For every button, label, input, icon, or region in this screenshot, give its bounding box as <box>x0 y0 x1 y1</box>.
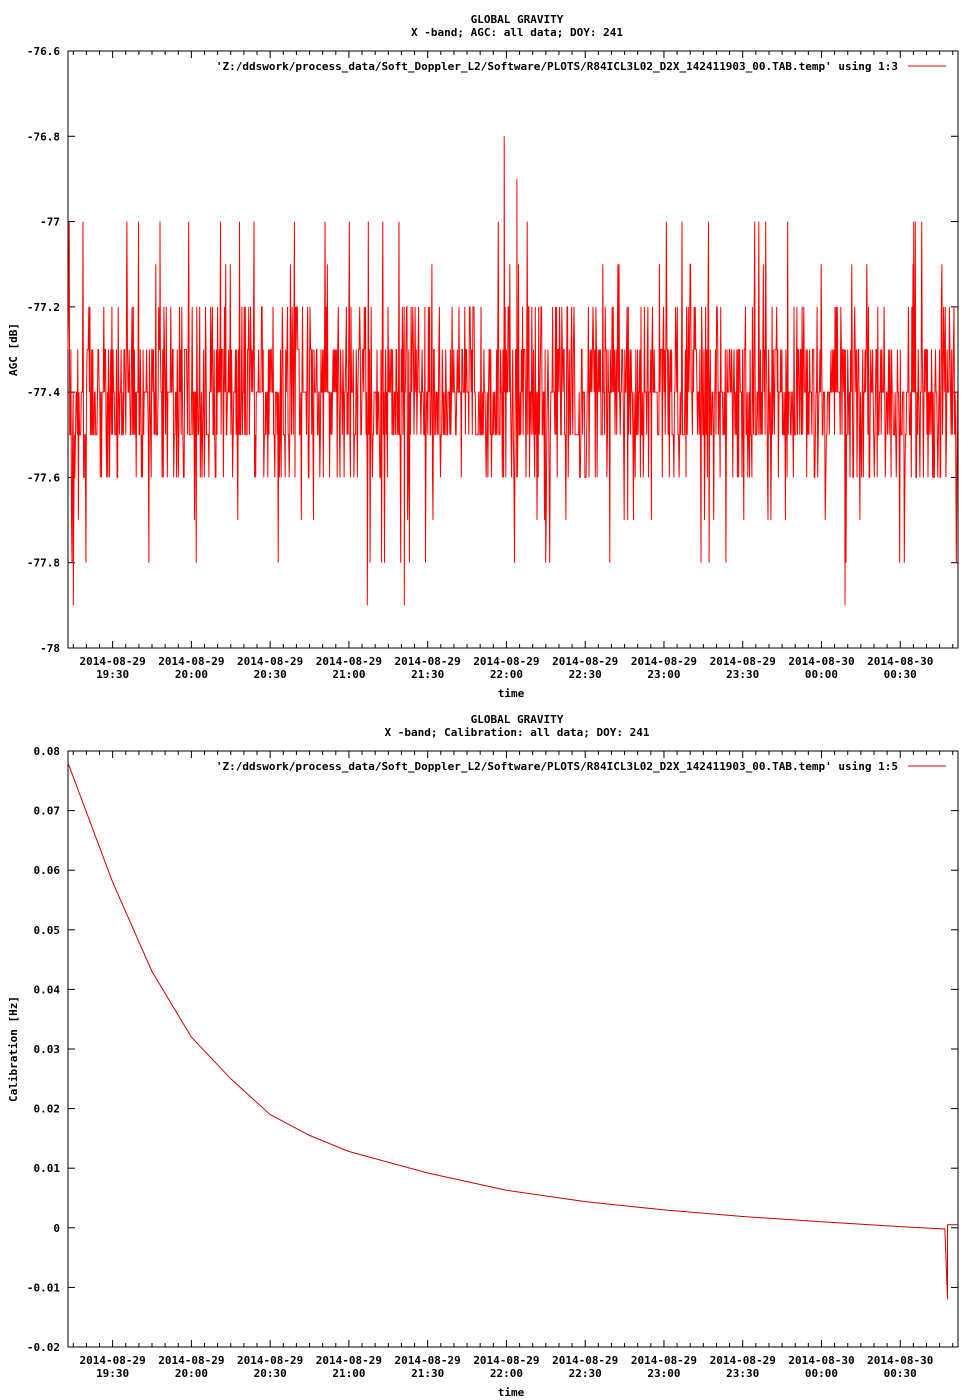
x-axis-label: time <box>498 1386 525 1399</box>
x-tick-time-label: 20:00 <box>175 668 208 681</box>
x-tick-date-label: 2014-08-29 <box>158 655 224 668</box>
x-tick-date-label: 2014-08-29 <box>473 1354 539 1367</box>
series-line <box>67 762 958 1300</box>
y-tick-label: -76.6 <box>27 45 60 58</box>
chart-subtitle: X -band; AGC: all data; DOY: 241 <box>411 26 623 39</box>
x-tick-date-label: 2014-08-29 <box>237 655 303 668</box>
y-tick-label: -77.6 <box>27 471 60 484</box>
x-tick-time-label: 20:30 <box>254 1367 287 1380</box>
x-tick-time-label: 21:30 <box>411 1367 444 1380</box>
x-tick-date-label: 2014-08-29 <box>552 1354 618 1367</box>
chart-subtitle: X -band; Calibration: all data; DOY: 241 <box>385 726 650 739</box>
chart-title: GLOBAL GRAVITY <box>471 713 564 726</box>
y-axis-label: AGC [dB] <box>7 323 20 376</box>
plot-frame <box>67 750 959 1348</box>
y-tick-label: 0 <box>53 1222 60 1235</box>
x-tick-date-label: 2014-08-29 <box>237 1354 303 1367</box>
x-tick-time-label: 20:30 <box>254 668 287 681</box>
legend-label: 'Z:/ddswork/process_data/Soft_Doppler_L2… <box>216 760 898 773</box>
x-tick-time-label: 21:30 <box>411 668 444 681</box>
x-tick-date-label: 2014-08-29 <box>552 655 618 668</box>
x-tick-time-label: 19:30 <box>96 668 129 681</box>
x-tick-time-label: 22:00 <box>490 668 523 681</box>
y-axis-label: Calibration [Hz] <box>7 996 20 1102</box>
x-tick-time-label: 22:30 <box>569 1367 602 1380</box>
x-tick-date-label: 2014-08-29 <box>710 655 776 668</box>
y-tick-label: 0.06 <box>34 864 61 877</box>
x-tick-date-label: 2014-08-29 <box>631 1354 697 1367</box>
x-tick-time-label: 23:00 <box>647 668 680 681</box>
x-tick-time-label: 20:00 <box>175 1367 208 1380</box>
x-tick-date-label: 2014-08-29 <box>316 655 382 668</box>
y-tick-label: 0.02 <box>34 1103 61 1116</box>
x-tick-date-label: 2014-08-29 <box>395 655 461 668</box>
y-tick-label: 0.01 <box>34 1162 61 1175</box>
y-tick-label: 0.07 <box>34 805 61 818</box>
x-tick-time-label: 21:00 <box>332 668 365 681</box>
x-tick-time-label: 22:00 <box>490 1367 523 1380</box>
y-tick-label: -77 <box>40 216 60 229</box>
chart-title: GLOBAL GRAVITY <box>471 13 564 26</box>
x-tick-time-label: 00:30 <box>884 668 917 681</box>
x-tick-date-label: 2014-08-29 <box>395 1354 461 1367</box>
x-tick-time-label: 22:30 <box>569 668 602 681</box>
legend-label: 'Z:/ddswork/process_data/Soft_Doppler_L2… <box>216 60 898 73</box>
y-tick-label: -0.01 <box>27 1281 60 1294</box>
x-tick-date-label: 2014-08-30 <box>788 655 854 668</box>
y-tick-label: -76.8 <box>27 130 60 143</box>
x-tick-date-label: 2014-08-29 <box>710 1354 776 1367</box>
x-tick-date-label: 2014-08-29 <box>316 1354 382 1367</box>
x-tick-date-label: 2014-08-29 <box>80 655 146 668</box>
x-tick-date-label: 2014-08-30 <box>867 1354 933 1367</box>
y-tick-label: -78 <box>40 642 60 655</box>
x-tick-time-label: 00:00 <box>805 668 838 681</box>
y-tick-label: 0.05 <box>34 924 61 937</box>
x-tick-time-label: 00:30 <box>884 1367 917 1380</box>
x-tick-date-label: 2014-08-29 <box>80 1354 146 1367</box>
x-tick-time-label: 23:30 <box>726 1367 759 1380</box>
x-tick-date-label: 2014-08-30 <box>867 655 933 668</box>
x-tick-date-label: 2014-08-29 <box>158 1354 224 1367</box>
x-tick-time-label: 23:00 <box>647 1367 680 1380</box>
y-tick-label: -77.8 <box>27 557 60 570</box>
x-tick-time-label: 00:00 <box>805 1367 838 1380</box>
x-tick-date-label: 2014-08-29 <box>631 655 697 668</box>
x-axis-label: time <box>498 687 525 700</box>
y-tick-label: 0.08 <box>34 745 61 758</box>
y-tick-label: -77.2 <box>27 301 60 314</box>
x-tick-date-label: 2014-08-30 <box>788 1354 854 1367</box>
y-tick-label: 0.03 <box>34 1043 61 1056</box>
y-tick-label: -77.4 <box>27 386 60 399</box>
series-line <box>67 136 958 606</box>
x-tick-date-label: 2014-08-29 <box>473 655 539 668</box>
y-tick-label: 0.04 <box>34 983 61 996</box>
x-tick-time-label: 21:00 <box>332 1367 365 1380</box>
y-tick-label: -0.02 <box>27 1341 60 1354</box>
x-tick-time-label: 23:30 <box>726 668 759 681</box>
x-tick-time-label: 19:30 <box>96 1367 129 1380</box>
